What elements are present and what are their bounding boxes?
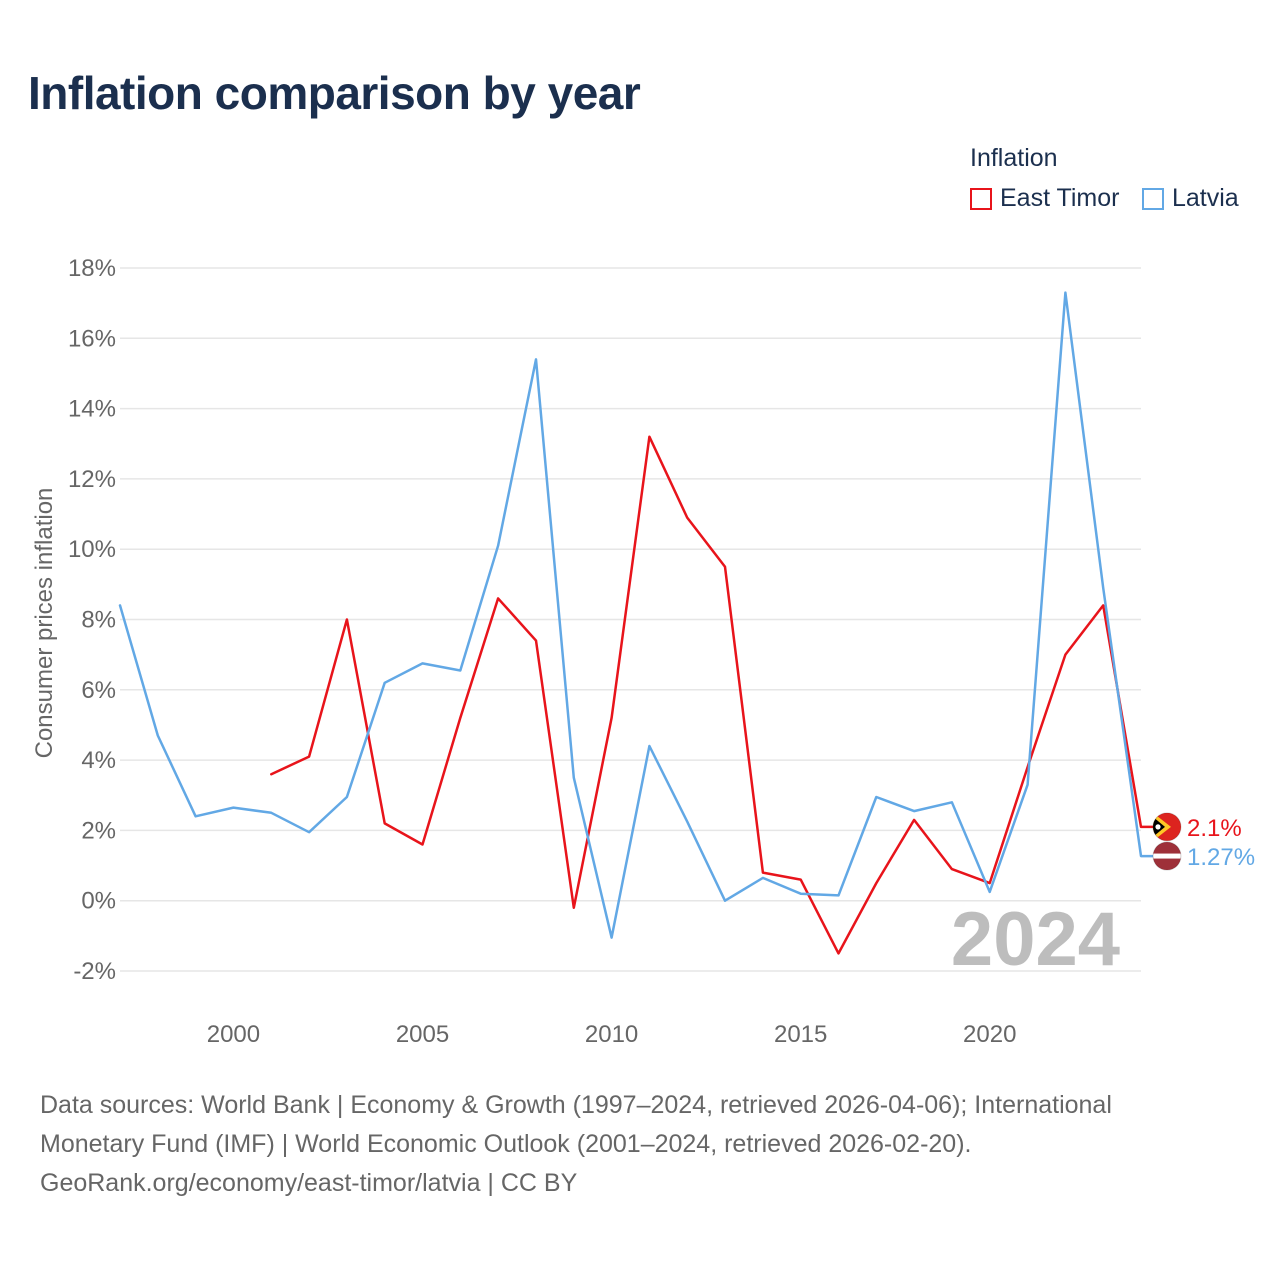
x-tick-labels: 2000 2005 2010 2015 2020 xyxy=(207,1021,1017,1048)
legend-title: Inflation xyxy=(970,144,1058,172)
footer-credit-link[interactable]: GeoRank.org/economy/east-timor/latvia | … xyxy=(40,1169,578,1197)
y-tick-label: 14% xyxy=(68,396,116,423)
footer: Data sources: World Bank | Economy & Gro… xyxy=(40,1086,1240,1203)
y-tick-label: 8% xyxy=(81,607,116,634)
legend-label-east-timor: East Timor xyxy=(1000,184,1120,212)
x-tick-label: 2005 xyxy=(396,1021,449,1048)
footer-sources-line1: Data sources: World Bank | Economy & Gro… xyxy=(40,1091,1112,1119)
flag-east-timor-icon xyxy=(1152,812,1182,842)
y-tick-label: -2% xyxy=(73,958,116,985)
line-chart: -2% 0% 2% 4% 6% 8% 10% 12% 14% 16% 18% 2000 2005 201… xyxy=(31,255,1255,1048)
legend-swatch-latvia xyxy=(1142,187,1164,210)
x-tick-label: 2020 xyxy=(963,1021,1016,1048)
chart-title: Inflation comparison by year xyxy=(28,67,641,119)
x-tick-label: 2010 xyxy=(585,1021,638,1048)
y-tick-label: 4% xyxy=(81,747,116,774)
series-line-latvia[interactable] xyxy=(118,291,1155,939)
y-tick-label: 16% xyxy=(68,325,116,352)
x-tick-label: 2015 xyxy=(774,1021,827,1048)
x-tick-label: 2000 xyxy=(207,1021,260,1048)
y-tick-label: 18% xyxy=(68,255,116,282)
year-watermark: 2024 xyxy=(951,897,1120,982)
legend-swatch-east-timor xyxy=(970,187,992,210)
y-axis-label: Consumer prices inflation xyxy=(31,488,58,759)
y-tick-labels: -2% 0% 2% 4% 6% 8% 10% 12% 14% 16% 18% xyxy=(68,255,116,985)
y-tick-label: 0% xyxy=(81,888,116,915)
y-tick-label: 6% xyxy=(81,677,116,704)
end-value-label-east-timor: 2.1% xyxy=(1187,815,1242,842)
grid-layer xyxy=(120,267,1141,972)
series-layer xyxy=(118,291,1155,955)
legend-label-latvia: Latvia xyxy=(1172,184,1239,212)
flag-latvia-icon xyxy=(1152,841,1182,871)
y-tick-label: 12% xyxy=(68,466,116,493)
y-tick-label: 2% xyxy=(81,817,116,844)
end-markers: 2.1%1.27% xyxy=(1152,812,1255,871)
y-tick-label: 10% xyxy=(68,536,116,563)
end-value-label-latvia: 1.27% xyxy=(1187,844,1255,871)
series-line-east-timor[interactable] xyxy=(270,435,1155,955)
footer-sources-line2: Monetary Fund (IMF) | World Economic Out… xyxy=(40,1130,972,1158)
legend-item-latvia[interactable]: Latvia xyxy=(1142,184,1239,213)
legend-item-east-timor[interactable]: East Timor xyxy=(970,184,1119,213)
